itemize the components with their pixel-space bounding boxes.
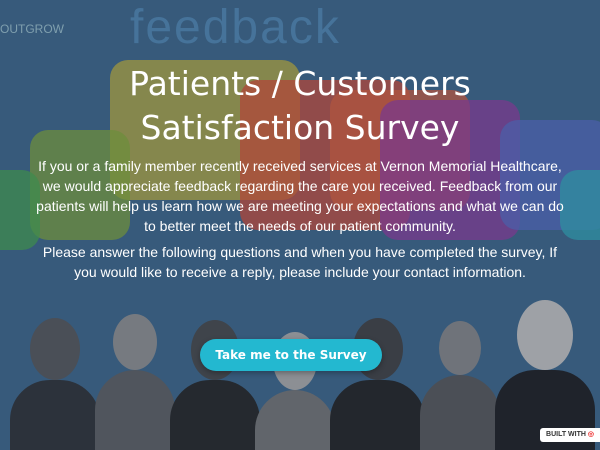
instructions-paragraph: Please answer the following questions an… — [42, 244, 558, 280]
built-with-badge[interactable]: BUILT WITH ◎ — [540, 428, 600, 442]
built-with-label: BUILT WITH — [546, 431, 586, 438]
intro-paragraph: If you or a family member recently recei… — [36, 158, 564, 234]
watermark-text: feedback — [130, 1, 341, 54]
brand-logo: OUTGROW — [0, 22, 64, 36]
start-survey-button[interactable]: Take me to the Survey — [200, 339, 382, 371]
outgrow-logo-icon: ◎ — [587, 431, 594, 438]
page-title: Patients / Customers Satisfaction Survey — [129, 64, 471, 147]
intro-section: Patients / Customers Satisfaction Survey … — [0, 62, 600, 282]
